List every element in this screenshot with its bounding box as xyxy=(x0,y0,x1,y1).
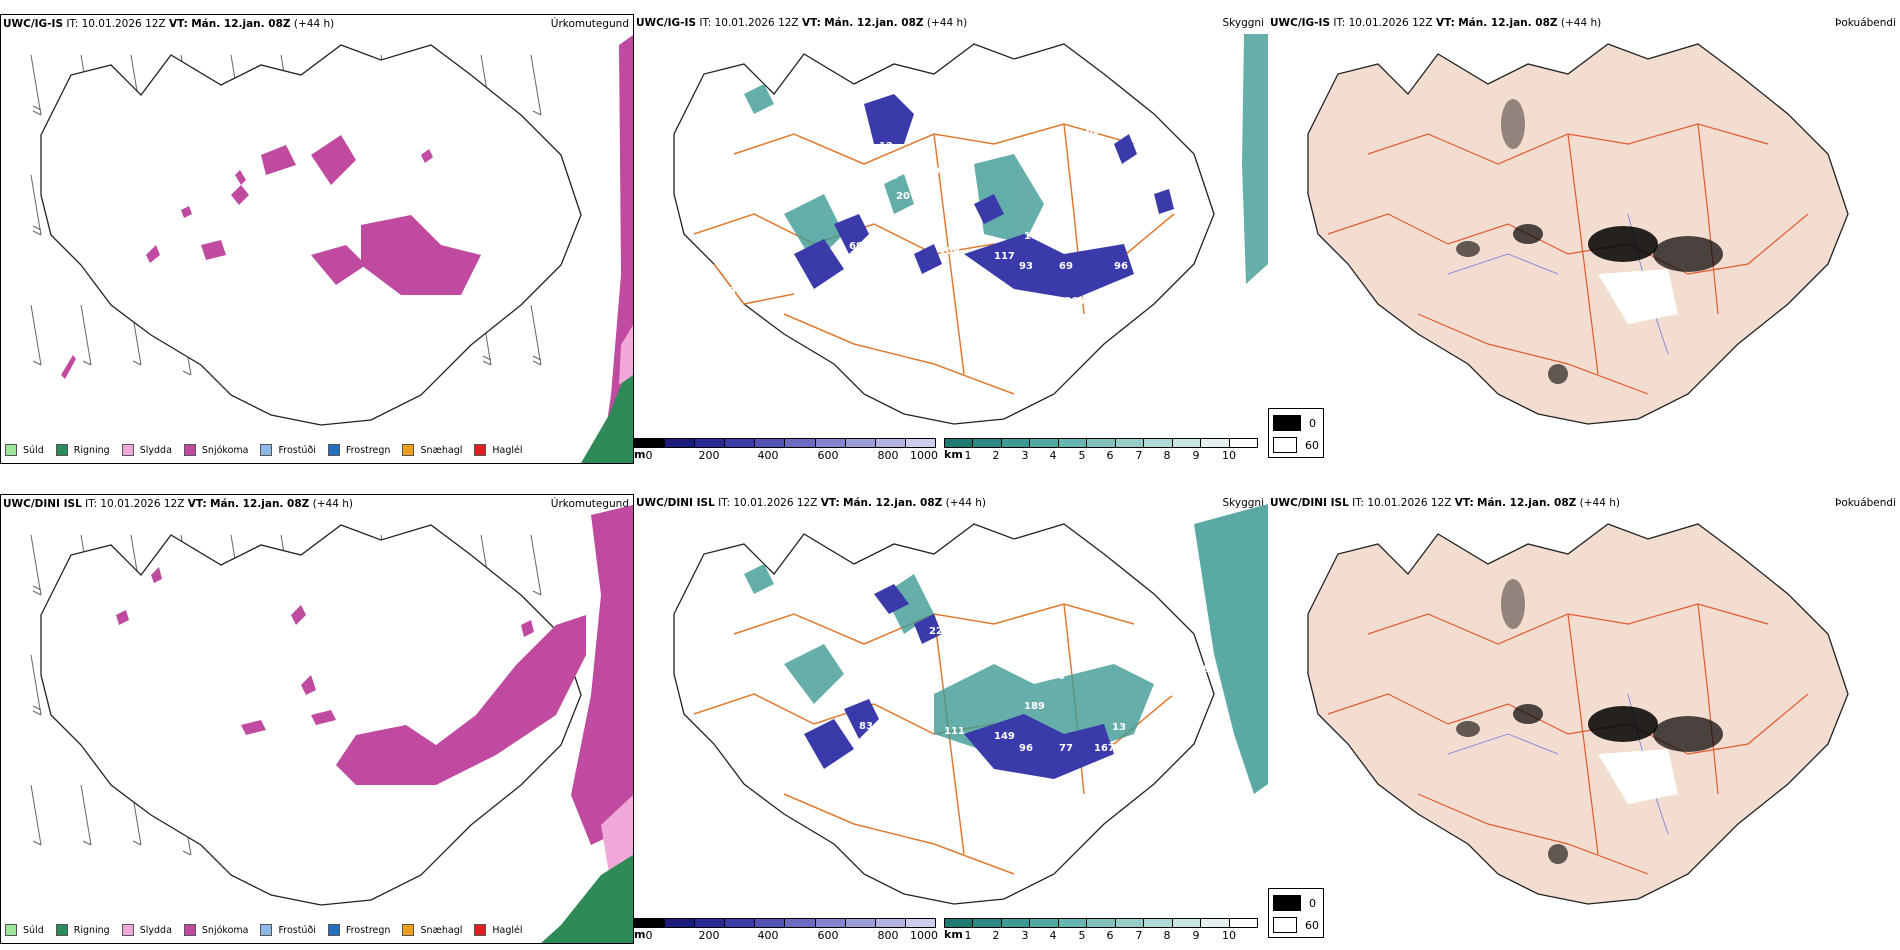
legend-item-sudd: Súld xyxy=(5,924,44,936)
precip-legend: Súld Rigning Slydda Snjókoma Frostúði Fr… xyxy=(5,444,535,456)
cloud-number: 96 xyxy=(1114,261,1128,272)
fog-legend: 0 60 xyxy=(1268,408,1324,458)
cloud-number: 31 xyxy=(729,286,743,297)
legend-item-slydda: Slydda xyxy=(121,924,172,936)
legend-item-rigning: Rigning xyxy=(55,924,110,936)
cloud-labels: 12 110 28 20 30 66 78 87 160 62 69 109 1… xyxy=(729,126,1181,387)
panel-header: UWC/IG-IS IT: 10.01.2026 12Z VT: Mán. 12… xyxy=(1270,17,1602,29)
legend-item-haglel: Haglél xyxy=(474,444,523,456)
snow-areas xyxy=(61,135,481,379)
precip-title: Úrkomutegund xyxy=(550,498,629,510)
cloud-number: 66 xyxy=(1086,126,1100,137)
legend-item-snjokoma: Snjókoma xyxy=(183,444,248,456)
panel-header: UWC/DINI ISL IT: 10.01.2026 12Z VT: Mán.… xyxy=(636,497,986,509)
fog-legend: 0 60 xyxy=(1268,888,1324,938)
visibility-title: Skyggni xyxy=(1222,497,1265,509)
cloud-number: 69 xyxy=(1059,261,1073,272)
legend-item-frostregn: Frostregn xyxy=(327,444,390,456)
visibility-fields xyxy=(744,84,1044,264)
legend-item-frostudi: Frostúði xyxy=(260,924,316,936)
panel-header: UWC/DINI ISL IT: 10.01.2026 12Z VT: Mán.… xyxy=(1270,497,1620,509)
legend-item-frostudi: Frostúði xyxy=(260,444,316,456)
cloudbase-colorbar: m 0 200 400 600 800 1000 xyxy=(634,438,938,468)
cloud-number: 167 xyxy=(1094,743,1115,754)
cloud-number: 62 xyxy=(744,224,758,235)
visibility-title: Skyggni xyxy=(1222,17,1265,29)
cloud-number: 160 xyxy=(1024,231,1045,242)
fog-map xyxy=(1307,523,1849,905)
cloud-number: 865 xyxy=(1064,296,1085,307)
cloud-number: 117 xyxy=(994,251,1015,262)
cloud-number: 413 xyxy=(1172,670,1193,681)
cloud-number: 69 xyxy=(849,241,863,252)
precip-panel-row2: UWC/DINI ISL IT: 10.01.2026 12Z VT: Mán.… xyxy=(0,494,634,944)
cloud-number: 279 xyxy=(1162,704,1183,715)
cloud-number: 108 xyxy=(1044,671,1065,682)
cloud-number: 149 xyxy=(994,731,1015,742)
cloudbase-colorbar: m 0 200 400 600 800 1000 xyxy=(634,918,938,948)
cloud-number: 32 xyxy=(869,376,883,387)
cloud-number: 5 xyxy=(1174,201,1181,212)
visibility-panel-row1: UWC/IG-IS IT: 10.01.2026 12Z VT: Mán. 12… xyxy=(634,14,1268,464)
legend-item-snjokoma: Snjókoma xyxy=(183,924,248,936)
cloud-number: 795 xyxy=(1196,664,1217,675)
panel-header: UWC/IG-IS IT: 10.01.2026 12Z VT: Mán. 12… xyxy=(636,17,968,29)
fog-panel-row2: UWC/DINI ISL IT: 10.01.2026 12Z VT: Mán.… xyxy=(1268,494,1900,944)
cloud-number: 798 xyxy=(1174,656,1195,667)
visibility-colorbar: km 1 2 3 4 5 6 7 8 9 10 xyxy=(944,438,1258,468)
legend-item-sudd: Súld xyxy=(5,444,44,456)
cloud-number: 30 xyxy=(809,181,823,192)
fog-title: Þokuábendi xyxy=(1835,497,1896,509)
cloud-number: 69 xyxy=(874,266,888,277)
precip-legend: Súld Rigning Slydda Snjókoma Frostúði Fr… xyxy=(5,924,535,936)
cloud-number: 22 xyxy=(929,626,943,637)
cloud-number: 250 xyxy=(1142,726,1163,737)
cloudbase-areas xyxy=(794,94,1174,299)
precip-map xyxy=(30,35,633,463)
cloud-number: 135 xyxy=(1119,743,1140,754)
cloud-number: 110 xyxy=(919,166,940,177)
legend-item-slydda: Slydda xyxy=(121,444,172,456)
cloud-number: 83 xyxy=(859,721,873,732)
legend-item-haglel: Haglél xyxy=(474,924,523,936)
fog-areas xyxy=(1456,99,1723,384)
cloud-number: 28 xyxy=(884,171,898,182)
panel-header: UWC/DINI ISL IT: 10.01.2026 12Z VT: Mán.… xyxy=(3,498,353,510)
cloud-number: 20 xyxy=(896,191,910,202)
cloud-number: 109 xyxy=(939,246,960,257)
cloud-number: 111 xyxy=(944,726,965,737)
cloud-number: 189 xyxy=(1024,701,1045,712)
fog-map xyxy=(1307,43,1849,425)
cloud-number: 72 xyxy=(882,744,896,755)
legend-item-snaehagl: Snæhagl xyxy=(402,924,462,936)
cloud-number: 87 xyxy=(1044,208,1058,219)
legend-item-snaehagl: Snæhagl xyxy=(402,444,462,456)
visibility-colorbar: km 1 2 3 4 5 6 7 8 9 10 xyxy=(944,918,1258,948)
fog-panel-row1: UWC/IG-IS IT: 10.01.2026 12Z VT: Mán. 12… xyxy=(1268,14,1900,464)
visibility-panel-row2: UWC/DINI ISL IT: 10.01.2026 12Z VT: Mán.… xyxy=(634,494,1268,944)
visibility-map: 12 110 28 20 30 66 78 87 160 62 69 109 1… xyxy=(673,34,1268,425)
cloud-number: 77 xyxy=(1059,743,1073,754)
precip-map xyxy=(30,505,633,943)
visibility-map: 22 108 189 798 413 795 405 279 250 83 11… xyxy=(673,504,1268,905)
cloud-number: 93 xyxy=(1019,261,1033,272)
fog-title: Þokuábendi xyxy=(1835,17,1896,29)
cloud-number: 96 xyxy=(1019,743,1033,754)
east-visibility-band xyxy=(1242,34,1268,284)
cloud-number: 12 xyxy=(879,141,893,152)
legend-item-frostregn: Frostregn xyxy=(327,924,390,936)
cloud-number: 405 xyxy=(1162,688,1183,699)
legend-item-rigning: Rigning xyxy=(55,444,110,456)
precip-title: Úrkomutegund xyxy=(550,18,629,30)
cloud-number: 13 xyxy=(1112,722,1126,733)
panel-header: UWC/IG-IS IT: 10.01.2026 12Z VT: Mán. 12… xyxy=(3,18,335,30)
precip-panel-row1: UWC/IG-IS IT: 10.01.2026 12Z VT: Mán. 12… xyxy=(0,14,634,464)
cloud-number: 78 xyxy=(1146,146,1160,157)
iceland-outline xyxy=(40,44,582,426)
